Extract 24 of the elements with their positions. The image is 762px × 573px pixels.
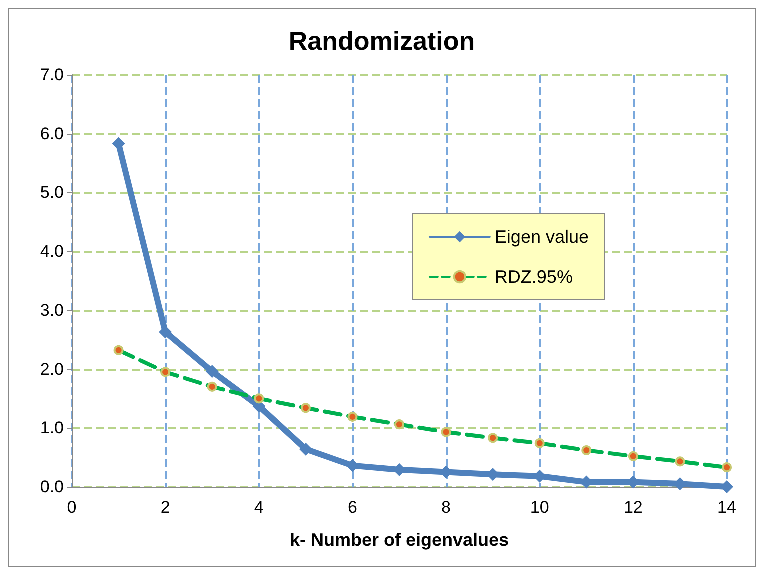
x-tick-label: 10: [530, 498, 550, 517]
legend-label: Eigen value: [494, 227, 590, 247]
legend-label: RDZ.95%: [494, 267, 573, 287]
point: [159, 326, 172, 339]
y-tick-label: 6.0: [40, 124, 64, 144]
y-tick-label: 7.0: [40, 66, 64, 84]
x-tick-label: 8: [442, 498, 452, 517]
y-tick-label: 3.0: [40, 300, 64, 320]
y-tick-label: 4.0: [40, 242, 64, 262]
y-tick-label: 5.0: [40, 183, 64, 202]
x-tick-label: 14: [718, 498, 736, 517]
x-tick-label: 2: [160, 498, 170, 517]
x-axis-title: k- Number of eigenvalues: [290, 530, 510, 550]
chart-title: Randomization: [288, 26, 476, 56]
point: [112, 137, 126, 150]
x-tick-label: 0: [67, 498, 77, 517]
x-tick-label: 4: [254, 498, 264, 517]
x-tick-label: 12: [624, 498, 643, 517]
point: [299, 442, 312, 456]
point: [206, 365, 219, 378]
y-tick-label: 2.0: [40, 360, 64, 379]
y-tick-label: 0.0: [40, 478, 64, 496]
y-tick-label: 1.0: [40, 418, 64, 438]
x-tick-label: 6: [348, 498, 358, 517]
